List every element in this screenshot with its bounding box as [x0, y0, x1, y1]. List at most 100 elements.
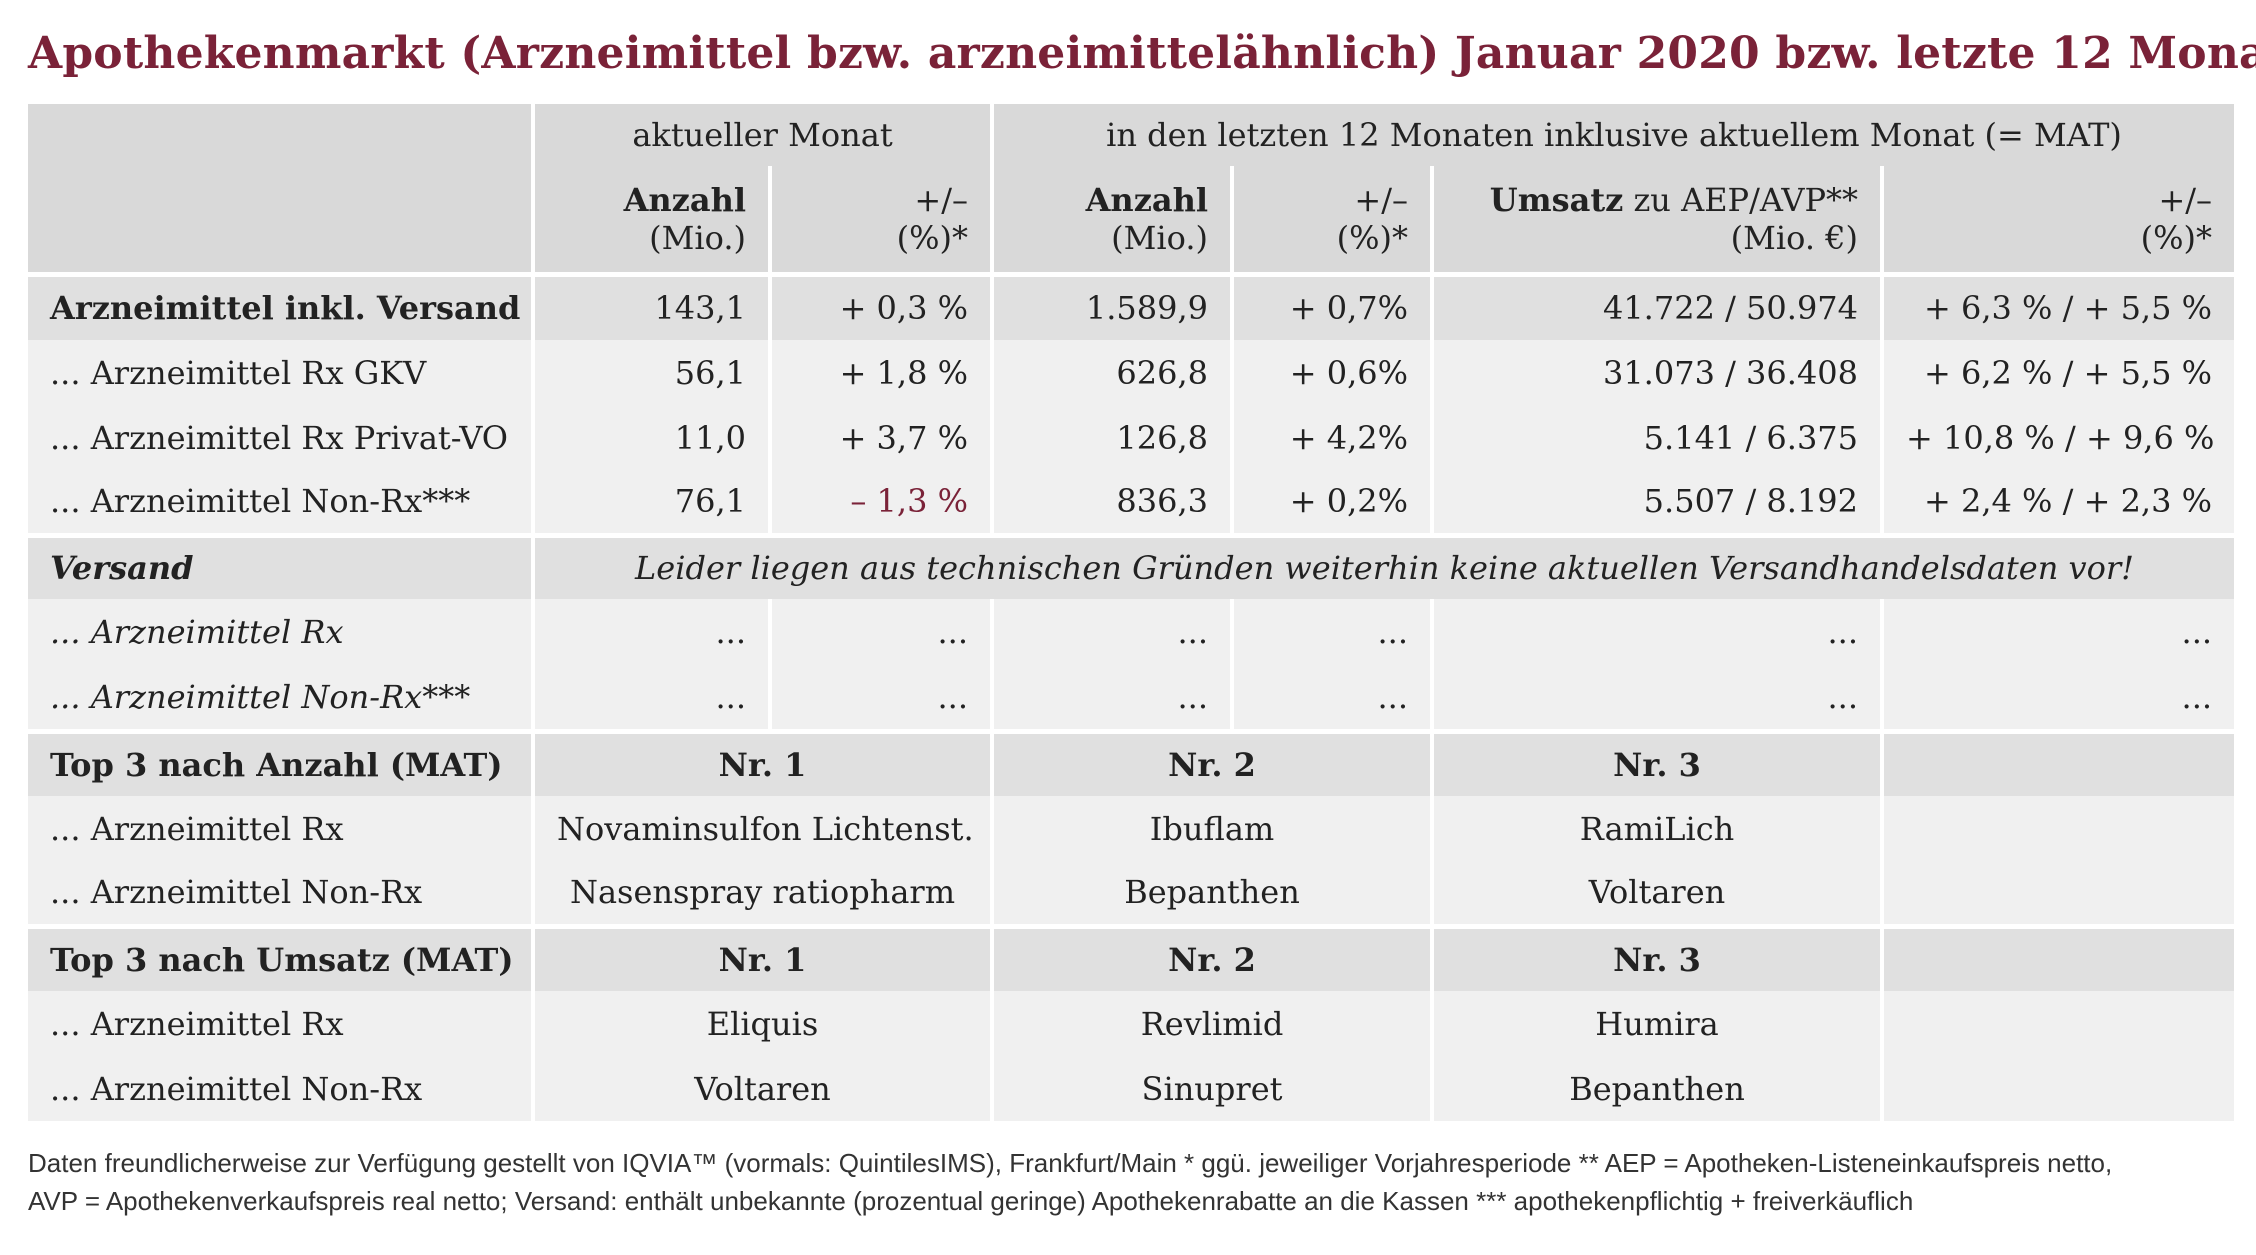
header-pct-mat: +/– (%)*	[1232, 166, 1435, 274]
cell-top3: Bepanthen	[1432, 1056, 1885, 1121]
cell-top3: Voltaren	[1432, 861, 1885, 926]
header-current-month: aktueller Monat	[533, 104, 995, 166]
cell-pct-umsatz: + 6,3 % / + 5,5 %	[1882, 271, 2235, 340]
cell-pct-umsatz: + 2,4 % / + 2,3 %	[1882, 470, 2235, 535]
top-anzahl-nr1: Nr. 1	[533, 728, 995, 796]
cell-pct-mat: + 0,6%	[1232, 340, 1435, 405]
header-pct-label: (%)*	[1336, 218, 1409, 257]
cell-empty-value: ...	[1882, 599, 2235, 665]
header-anzahl-label: Anzahl	[1085, 180, 1209, 219]
header-empty	[28, 104, 535, 166]
cell-top1: Novaminsulfon Lichtenst.	[533, 796, 995, 861]
cell-empty-value: ...	[1232, 599, 1435, 665]
header-pct-current: +/– (%)*	[770, 166, 995, 274]
cell-empty-value: ...	[1432, 599, 1885, 665]
cell-anzahl-mat: 626,8	[992, 340, 1235, 405]
cell-pct-umsatz: + 10,8 % / + 9,6 %	[1882, 405, 2235, 470]
cell-top2: Bepanthen	[992, 861, 1435, 926]
cell-empty-value: ...	[1882, 665, 2235, 731]
row-label: ... Arzneimittel Rx	[28, 991, 535, 1056]
versand-label: Versand	[28, 532, 535, 599]
cell-blank	[1882, 923, 2235, 991]
top-umsatz-nr1: Nr. 1	[533, 923, 995, 991]
row-label: ... Arzneimittel Rx	[28, 796, 535, 861]
cell-blank	[1882, 1056, 2235, 1121]
top-umsatz-header-row: Top 3 nach Umsatz (MAT) Nr. 1 Nr. 2 Nr. …	[28, 923, 2235, 991]
market-table: aktueller Monat in den letzten 12 Monate…	[28, 104, 2235, 1121]
cell-pct-current: + 3,7 %	[770, 405, 995, 470]
cell-top2: Revlimid	[992, 991, 1435, 1056]
table-row: Arzneimittel inkl. Versand 143,1 + 0,3 %…	[28, 271, 2235, 340]
cell-top2: Sinupret	[992, 1056, 1435, 1121]
cell-pct-current-negative: – 1,3 %	[770, 470, 995, 535]
cell-umsatz: 31.073 / 36.408	[1432, 340, 1885, 405]
top-anzahl-header-row: Top 3 nach Anzahl (MAT) Nr. 1 Nr. 2 Nr. …	[28, 728, 2235, 796]
header-mio-label: (Mio.)	[649, 218, 746, 257]
cell-blank	[1882, 861, 2235, 926]
cell-top2: Ibuflam	[992, 796, 1435, 861]
cell-anzahl-mat: 836,3	[992, 470, 1235, 535]
page-title: Apothekenmarkt (Arzneimittel bzw. arznei…	[28, 28, 2256, 79]
header-anzahl-mat: Anzahl (Mio.)	[992, 166, 1235, 274]
table-row: ... Arzneimittel Rx Novaminsulfon Lichte…	[28, 796, 2235, 861]
versand-note: Leider liegen aus technischen Gründen we…	[533, 532, 2235, 599]
header-anzahl-label: Anzahl	[623, 180, 746, 219]
header-umsatz: Umsatz zu AEP/AVP** (Mio. €)	[1432, 166, 1885, 274]
header-mio-label: (Mio.)	[1111, 218, 1209, 257]
row-label: ... Arzneimittel Non-Rx***	[28, 470, 535, 535]
cell-umsatz: 41.722 / 50.974	[1432, 271, 1885, 340]
table-row: ... Arzneimittel Non-Rx*** 76,1 – 1,3 % …	[28, 470, 2235, 535]
top-anzahl-nr3: Nr. 3	[1432, 728, 1885, 796]
header-pct-label: (%)*	[896, 218, 969, 257]
table-row: ... Arzneimittel Non-Rx Voltaren Sinupre…	[28, 1056, 2235, 1121]
cell-empty-value: ...	[992, 599, 1235, 665]
cell-anzahl-mat: 1.589,9	[992, 271, 1235, 340]
header-plusminus-label: +/–	[2158, 180, 2213, 219]
footnote: Daten freundlicherweise zur Verfügung ge…	[28, 1144, 2112, 1220]
cell-anzahl-current: 56,1	[533, 340, 772, 405]
cell-anzahl-mat: 126,8	[992, 405, 1235, 470]
cell-umsatz: 5.507 / 8.192	[1432, 470, 1885, 535]
cell-pct-mat: + 0,2%	[1232, 470, 1435, 535]
table-row: ... Arzneimittel Non-Rx Nasenspray ratio…	[28, 861, 2235, 926]
top-umsatz-nr2: Nr. 2	[992, 923, 1435, 991]
table-row: ... Arzneimittel Rx Privat-VO 11,0 + 3,7…	[28, 405, 2235, 470]
top-anzahl-label: Top 3 nach Anzahl (MAT)	[28, 728, 535, 796]
top-umsatz-label: Top 3 nach Umsatz (MAT)	[28, 923, 535, 991]
header-pct-umsatz: +/– (%)*	[1882, 166, 2235, 274]
header-umsatz-label: Umsatz zu AEP/AVP**	[1456, 181, 1858, 219]
cell-pct-mat: + 0,7%	[1232, 271, 1435, 340]
header-mat: in den letzten 12 Monaten inklusive aktu…	[992, 104, 2235, 166]
top-umsatz-nr3: Nr. 3	[1432, 923, 1885, 991]
cell-anzahl-current: 143,1	[533, 271, 772, 340]
header-umsatz-rest: zu AEP/AVP**	[1623, 180, 1859, 219]
cell-empty-value: ...	[533, 665, 772, 731]
cell-top3: RamiLich	[1432, 796, 1885, 861]
row-label: ... Arzneimittel Rx GKV	[28, 340, 535, 405]
cell-umsatz: 5.141 / 6.375	[1432, 405, 1885, 470]
cell-empty-value: ...	[1432, 665, 1885, 731]
header-empty-2	[28, 166, 535, 274]
cell-pct-mat: + 4,2%	[1232, 405, 1435, 470]
cell-blank	[1882, 991, 2235, 1056]
cell-empty-value: ...	[770, 665, 995, 731]
header-mio-eur-label: (Mio. €)	[1730, 218, 1859, 257]
footnote-line-2: AVP = Apothekenverkaufspreis real netto;…	[28, 1186, 1914, 1216]
cell-pct-current: + 0,3 %	[770, 271, 995, 340]
cell-top1: Eliquis	[533, 991, 995, 1056]
cell-empty-value: ...	[533, 599, 772, 665]
header-umsatz-bold: Umsatz	[1489, 180, 1624, 219]
row-label: ... Arzneimittel Rx Privat-VO	[28, 405, 535, 470]
cell-blank	[1882, 796, 2235, 861]
header-column-row: Anzahl (Mio.) +/– (%)* Anzahl (Mio.) +/–…	[28, 166, 2235, 274]
table-row: ... Arzneimittel Rx Eliquis Revlimid Hum…	[28, 991, 2235, 1056]
cell-blank	[1882, 728, 2235, 796]
header-plusminus-label: +/–	[1354, 180, 1409, 219]
row-label: ... Arzneimittel Non-Rx***	[28, 665, 535, 731]
top-anzahl-nr2: Nr. 2	[992, 728, 1435, 796]
cell-anzahl-current: 11,0	[533, 405, 772, 470]
footnote-line-1: Daten freundlicherweise zur Verfügung ge…	[28, 1148, 2113, 1178]
header-pct-label: (%)*	[2140, 218, 2213, 257]
cell-pct-current: + 1,8 %	[770, 340, 995, 405]
cell-top3: Humira	[1432, 991, 1885, 1056]
